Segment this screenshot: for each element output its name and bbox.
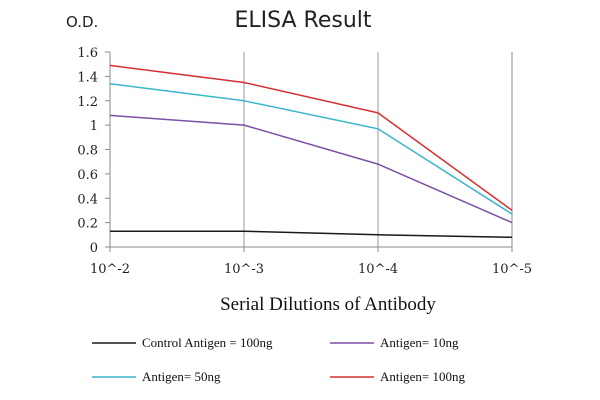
axes — [105, 51, 513, 252]
y-tick-label: 0.4 — [77, 192, 98, 207]
series-line-4 — [109, 64, 513, 212]
x-axis-label: Serial Dilutions of Antibody — [220, 294, 436, 315]
series-line-2 — [109, 114, 513, 224]
series-lines — [109, 64, 513, 239]
legend-label-4: Antigen= 100ng — [380, 369, 465, 384]
x-tick-labels: 10^-2 10^-3 10^-4 10^-5 — [90, 262, 532, 277]
legend: Control Antigen = 100ng Antigen= 10ng Anti… — [92, 335, 465, 384]
y-tick-label: 1.4 — [77, 70, 98, 85]
y-axis-label: O.D. — [66, 13, 98, 31]
chart-title: ELISA Result — [234, 8, 371, 33]
x-tick-label: 10^-2 — [90, 262, 130, 277]
series-line-3 — [109, 82, 513, 215]
y-tick-label: 1.2 — [77, 95, 98, 110]
y-tick-label: 0.6 — [77, 168, 98, 183]
x-tick-label: 10^-5 — [492, 262, 532, 277]
series-line-1 — [110, 230, 513, 239]
y-tick-label: 0.2 — [77, 217, 98, 232]
y-tick-labels: 0 0.2 0.4 0.6 0.8 1 1.2 1.4 1.6 — [77, 46, 98, 256]
legend-label-3: Antigen= 50ng — [142, 369, 221, 384]
legend-label-1: Control Antigen = 100ng — [142, 335, 273, 350]
y-tick-label: 1 — [90, 119, 98, 134]
legend-label-2: Antigen= 10ng — [380, 335, 459, 350]
y-tick-label: 1.6 — [77, 46, 98, 61]
x-tick-label: 10^-3 — [224, 262, 264, 277]
x-tick-label: 10^-4 — [358, 262, 398, 277]
grid-lines — [243, 52, 379, 247]
y-tick-label: 0 — [90, 241, 98, 256]
y-tick-label: 0.8 — [77, 144, 98, 159]
